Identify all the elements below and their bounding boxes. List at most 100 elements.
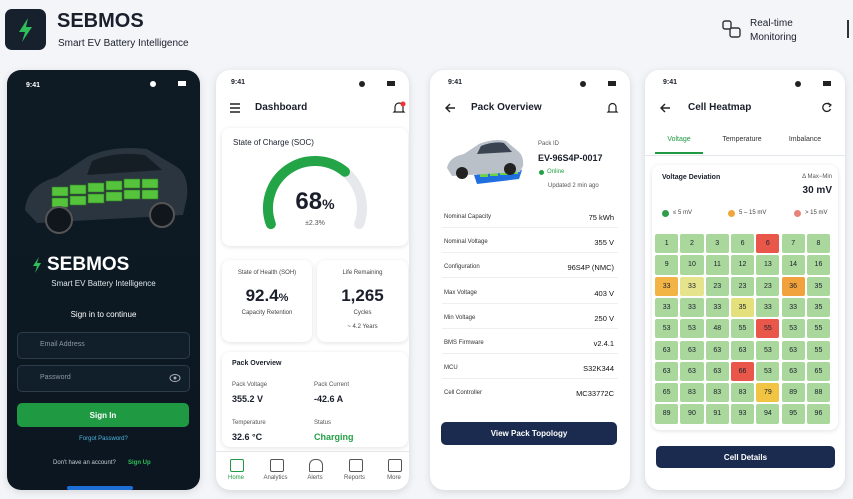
sign-in-button[interactable]: Sign In <box>17 403 189 427</box>
heat-cell[interactable]: 55 <box>756 319 780 339</box>
heat-cell[interactable]: 65 <box>806 361 831 382</box>
heat-cell[interactable]: 1 <box>655 234 679 254</box>
heat-cell[interactable]: 9 <box>655 255 679 275</box>
legend-dot <box>662 210 669 217</box>
heat-cell[interactable]: 33 <box>781 297 805 318</box>
menu-icon[interactable] <box>230 103 241 113</box>
heat-cell[interactable]: 83 <box>680 383 704 403</box>
heat-cell[interactable]: 3 <box>705 234 729 254</box>
heat-cell[interactable]: 36 <box>781 276 805 296</box>
heat-cell[interactable]: 89 <box>655 404 679 424</box>
spec-label: Nominal Voltage <box>444 239 488 246</box>
heat-cell[interactable]: 33 <box>756 297 780 318</box>
heat-cell[interactable]: 35 <box>806 297 831 318</box>
updated: Updated 2 min ago <box>548 183 599 189</box>
heat-cell[interactable]: 55 <box>806 319 831 339</box>
unit: % <box>322 196 335 212</box>
bell-icon[interactable] <box>606 101 619 114</box>
tab[interactable]: Voltage <box>667 136 691 143</box>
heat-cell[interactable]: 2 <box>680 234 704 254</box>
back-icon[interactable] <box>444 103 456 113</box>
heat-cell[interactable]: 95 <box>781 404 805 424</box>
heat-cell[interactable]: 33 <box>655 297 679 318</box>
heat-cell[interactable]: 63 <box>680 340 704 360</box>
nav-icon[interactable] <box>230 459 244 472</box>
heat-cell[interactable]: 89 <box>781 383 805 403</box>
heat-cell[interactable]: 53 <box>655 319 679 339</box>
nav-label[interactable]: More <box>387 475 401 481</box>
heat-cell[interactable]: 8 <box>806 234 831 254</box>
heat-cell[interactable]: 23 <box>705 276 729 296</box>
heat-cell[interactable]: 93 <box>730 404 755 424</box>
nav-icon[interactable] <box>309 459 323 472</box>
email-input[interactable]: Email Address <box>17 332 190 359</box>
heat-cell[interactable]: 6 <box>756 234 780 254</box>
heat-cell[interactable]: 63 <box>705 361 729 382</box>
heat-cell[interactable]: 63 <box>705 340 729 360</box>
heat-cell[interactable]: 23 <box>756 276 780 296</box>
heat-cell[interactable]: 65 <box>655 383 679 403</box>
refresh-icon[interactable] <box>821 102 832 113</box>
eye-icon[interactable] <box>169 373 181 383</box>
nav-label[interactable]: Reports <box>343 475 365 481</box>
heat-cell[interactable]: 33 <box>705 297 729 318</box>
topology-button[interactable]: View Pack Topology <box>441 422 617 445</box>
spec-value: 355 V <box>594 238 614 248</box>
heat-cell[interactable]: 53 <box>781 319 805 339</box>
heat-cell[interactable]: 33 <box>680 276 704 296</box>
heat-cell[interactable]: 14 <box>781 255 805 275</box>
heat-cell[interactable]: 63 <box>680 361 704 382</box>
heat-cell[interactable]: 55 <box>806 340 831 360</box>
heat-cell[interactable]: 63 <box>781 340 805 360</box>
heat-cell[interactable]: 33 <box>680 297 704 318</box>
password-input[interactable]: Password <box>17 365 190 392</box>
heat-cell[interactable]: 11 <box>705 255 729 275</box>
signup-link[interactable]: Sign Up <box>128 460 151 466</box>
heat-cell[interactable]: 63 <box>655 361 679 382</box>
forgot-link[interactable]: Forgot Password? <box>79 436 128 442</box>
heat-cell[interactable]: 96 <box>806 404 831 424</box>
item-label: Status <box>314 420 332 426</box>
nav-label[interactable]: Analytics <box>263 475 288 481</box>
time: 9:41 <box>663 79 678 86</box>
heat-cell[interactable]: 13 <box>756 255 780 275</box>
heat-cell[interactable]: 91 <box>705 404 729 424</box>
heat-cell[interactable]: 23 <box>730 276 755 296</box>
heat-cell[interactable]: 90 <box>680 404 704 424</box>
heat-cell[interactable]: 63 <box>730 340 755 360</box>
heat-cell[interactable]: 7 <box>781 234 805 254</box>
nav-icon[interactable] <box>269 459 284 472</box>
heat-cell[interactable]: 48 <box>705 319 729 339</box>
tab[interactable]: Imbalance <box>788 136 822 143</box>
heat-cell[interactable]: 94 <box>756 404 780 424</box>
heat-cell[interactable]: 53 <box>756 361 780 382</box>
heat-cell[interactable]: 63 <box>655 340 679 360</box>
heat-cell[interactable]: 12 <box>730 255 755 275</box>
heat-cell[interactable]: 16 <box>806 255 831 275</box>
heat-cell[interactable]: 79 <box>756 383 780 403</box>
heat-cell[interactable]: 83 <box>705 383 729 403</box>
heat-cell[interactable]: 35 <box>806 276 831 296</box>
nav-icon[interactable] <box>388 459 402 472</box>
heat-cell[interactable]: 10 <box>680 255 704 275</box>
heat-cell[interactable]: 6 <box>730 234 755 254</box>
tab[interactable]: Temperature <box>722 136 762 143</box>
heat-cell[interactable]: 53 <box>756 340 780 360</box>
heat-cell[interactable]: 35 <box>730 297 755 318</box>
heat-cell[interactable]: 55 <box>730 319 755 339</box>
cell-details-button[interactable]: Cell Details <box>656 446 835 468</box>
nav-label[interactable]: Alerts <box>307 475 323 481</box>
heat-cell[interactable]: 88 <box>806 383 831 403</box>
back-icon[interactable] <box>659 103 671 113</box>
heat-cell[interactable]: 63 <box>781 361 805 382</box>
heat-cell[interactable]: 66 <box>730 361 755 382</box>
heat-cell[interactable]: 53 <box>680 319 704 339</box>
item-value: -42.6 A <box>314 394 344 404</box>
heat-cell[interactable]: 83 <box>730 383 755 403</box>
legend-dot <box>728 210 735 217</box>
heat-cell[interactable]: 33 <box>655 276 679 296</box>
nav-icon[interactable] <box>348 459 363 472</box>
heatmap-card: Voltage Deviation Δ Max−Min 30 mV ≤ 5 mV… <box>652 165 838 430</box>
nav-label[interactable]: Home <box>227 475 244 481</box>
bell-icon[interactable] <box>392 101 406 115</box>
